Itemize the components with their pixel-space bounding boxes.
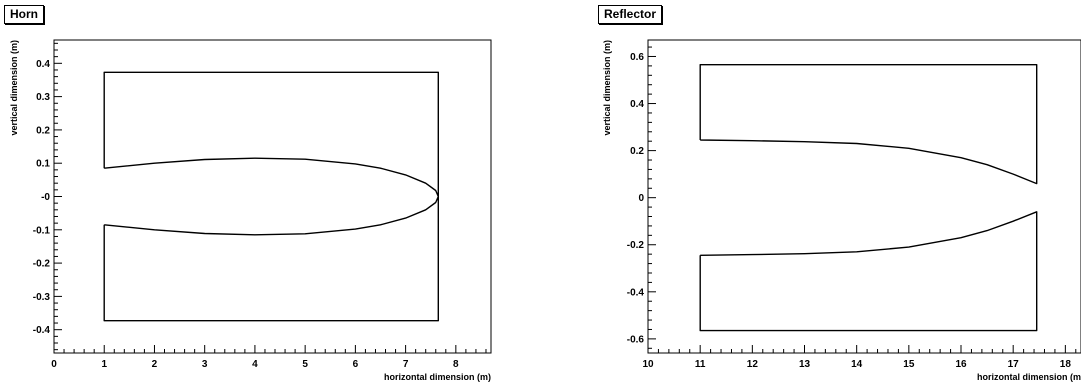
horn-panel: Horn 0 1 2 3 4 5 6 7 8 -0.4 -0.3 -0.2 -0.1 -0 0.1 0.2 0.… xyxy=(0,0,540,387)
horn-title: Horn xyxy=(4,5,44,24)
horn-y-tick-label: -0.2 xyxy=(33,259,51,270)
reflector-panel: Reflector 10 11 12 13 14 15 16 17 18 -0.6 -0.4 -0.2… xyxy=(540,0,1081,387)
horn-x-tick-label: 2 xyxy=(152,359,158,370)
horn-x-tick-label: 6 xyxy=(353,359,359,370)
reflector-plot-frame xyxy=(647,39,1081,354)
horn-plot-frame xyxy=(53,39,492,354)
reflector-y-tick-label: -0.4 xyxy=(627,287,645,298)
reflector-chart: 10 11 12 13 14 15 16 17 18 -0.6 -0.4 -0.2 0 0.2 0.4 0.6… xyxy=(602,39,1081,382)
horn-y-tick-label: -0 xyxy=(41,192,50,203)
horn-x-tick-label: 0 xyxy=(51,359,57,370)
horn-lower-outline xyxy=(103,195,439,322)
reflector-y-axis-label: vertical dimension (m) xyxy=(602,40,612,136)
reflector-x-tick-label: 17 xyxy=(1008,359,1020,370)
horn-upper-outline xyxy=(103,71,439,198)
reflector-y-tick-label: 0 xyxy=(638,193,644,204)
horn-y-tick-label: -0.3 xyxy=(33,292,51,303)
horn-x-axis-label: horizontal dimension (m) xyxy=(384,372,491,382)
reflector-upper-outline xyxy=(699,64,1038,185)
reflector-x-axis-label: horizontal dimension (m xyxy=(977,372,1081,382)
horn-x-tick-label: 5 xyxy=(302,359,308,370)
horn-x-tick-label: 3 xyxy=(202,359,208,370)
horn-chart: 0 1 2 3 4 5 6 7 8 -0.4 -0.3 -0.2 -0.1 -0 0.1 0.2 0.3 0.4 h… xyxy=(9,39,492,382)
horn-x-tick-label: 8 xyxy=(453,359,459,370)
reflector-title: Reflector xyxy=(598,5,663,24)
horn-x-tick-label: 7 xyxy=(403,359,409,370)
horn-y-tick-label: 0.3 xyxy=(36,92,50,103)
reflector-x-tick-label: 11 xyxy=(695,359,706,370)
reflector-lower-outline xyxy=(699,211,1038,332)
reflector-y-tick-label: 0.6 xyxy=(630,52,644,63)
horn-x-tick-label: 4 xyxy=(252,359,258,370)
horn-y-tick-label: 0.2 xyxy=(36,125,50,136)
reflector-y-tick-label: 0.2 xyxy=(630,146,644,157)
horn-y-tick-label: -0.4 xyxy=(33,325,51,336)
reflector-x-tick-label: 10 xyxy=(642,359,654,370)
reflector-y-tick-label: -0.2 xyxy=(627,240,645,251)
horn-y-axis-label: vertical dimension (m) xyxy=(9,40,19,136)
reflector-x-tick-label: 14 xyxy=(851,359,863,370)
reflector-x-tick-label: 12 xyxy=(747,359,759,370)
horn-y-tick-label: -0.1 xyxy=(33,225,51,236)
reflector-y-tick-label: 0.4 xyxy=(630,99,644,110)
horn-y-tick-label: 0.1 xyxy=(36,159,50,170)
reflector-x-tick-label: 15 xyxy=(903,359,915,370)
horn-y-tick-label: 0.4 xyxy=(36,59,50,70)
reflector-x-tick-label: 18 xyxy=(1060,359,1072,370)
horn-x-tick-label: 1 xyxy=(101,359,107,370)
reflector-x-tick-label: 13 xyxy=(799,359,811,370)
reflector-y-tick-label: -0.6 xyxy=(627,334,645,345)
reflector-x-tick-label: 16 xyxy=(955,359,967,370)
